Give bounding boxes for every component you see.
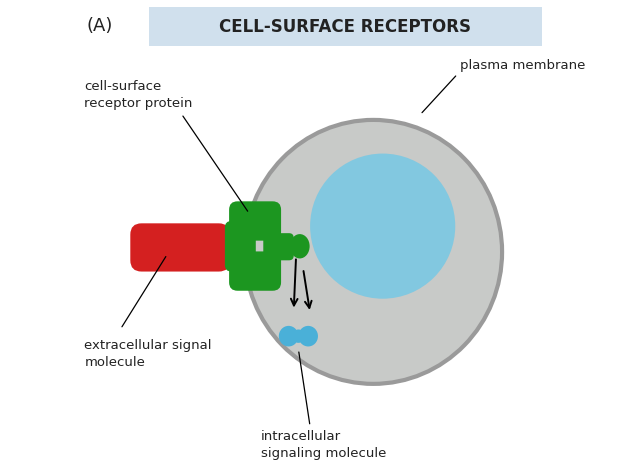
Ellipse shape — [245, 120, 502, 384]
Ellipse shape — [310, 154, 455, 299]
Text: extracellular signal
molecule: extracellular signal molecule — [84, 339, 212, 368]
Text: (A): (A) — [86, 17, 112, 35]
FancyBboxPatch shape — [130, 223, 230, 272]
Ellipse shape — [292, 330, 305, 343]
Ellipse shape — [290, 234, 310, 259]
FancyBboxPatch shape — [225, 221, 256, 272]
Ellipse shape — [299, 326, 318, 347]
Bar — [148, 8, 542, 46]
FancyBboxPatch shape — [229, 201, 281, 241]
FancyBboxPatch shape — [263, 233, 294, 260]
Text: cell-surface
receptor protein: cell-surface receptor protein — [84, 80, 193, 110]
Text: intracellular
signaling molecule: intracellular signaling molecule — [261, 430, 386, 460]
Text: CELL-SURFACE RECEPTORS: CELL-SURFACE RECEPTORS — [219, 18, 471, 36]
FancyBboxPatch shape — [229, 252, 281, 291]
Text: plasma membrane: plasma membrane — [460, 58, 586, 72]
Ellipse shape — [279, 326, 299, 347]
